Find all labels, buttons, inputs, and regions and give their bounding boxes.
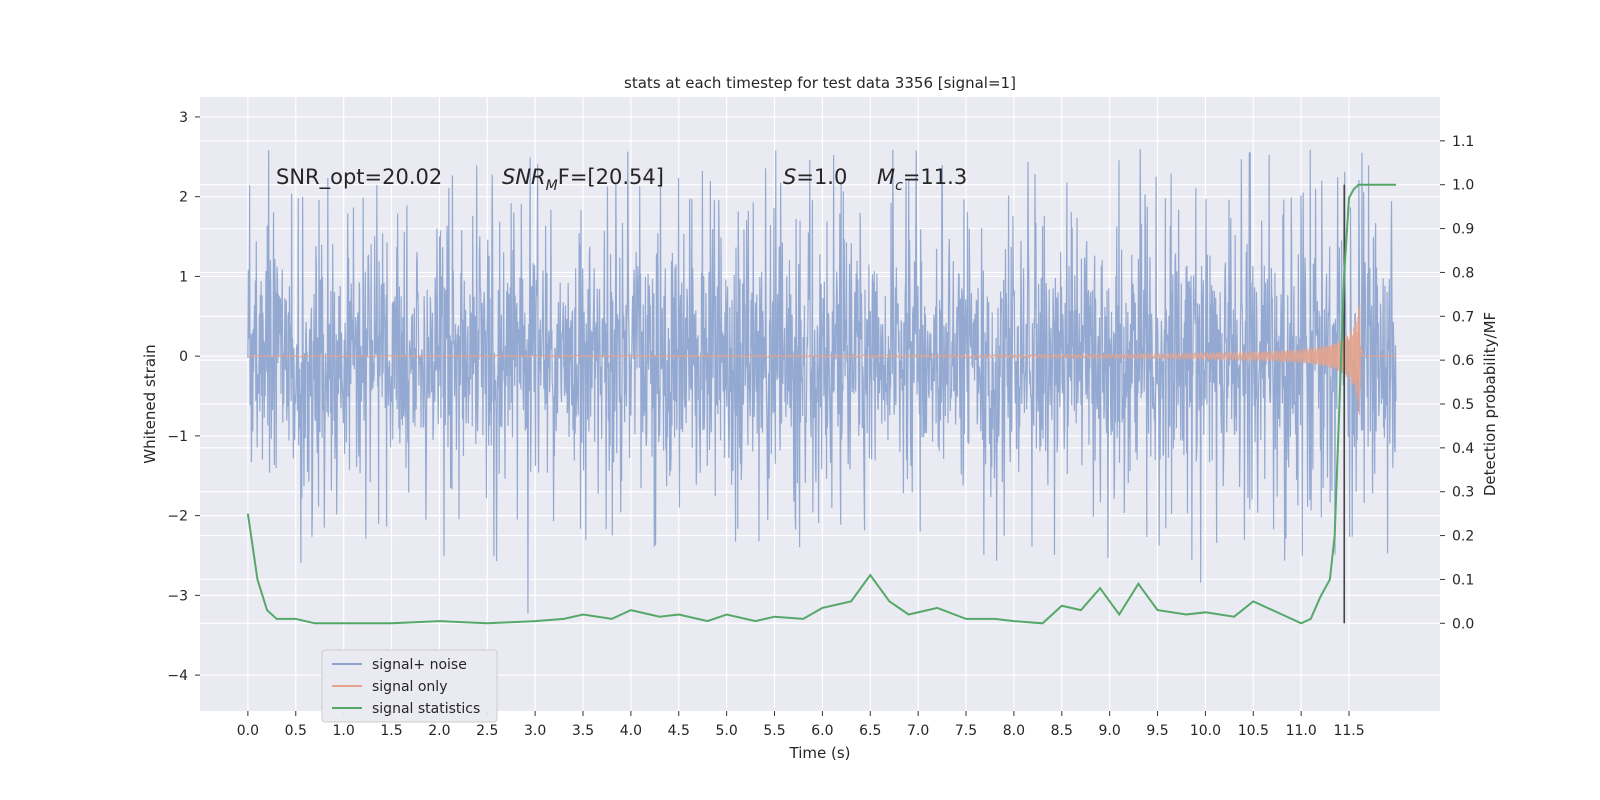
annotation-mc-sub: c	[895, 178, 903, 194]
x-tick-label: 1.5	[380, 723, 402, 739]
x-axis-label: Time (s)	[789, 744, 851, 762]
y-right-tick-label: 0.5	[1452, 397, 1474, 413]
y-tick-label: −3	[167, 588, 188, 604]
annotation-s: S=1.0	[783, 165, 847, 189]
annotation-snr-mf-rest: F=[20.54]	[558, 165, 664, 189]
y-tick-label: −1	[167, 429, 188, 445]
series-signal-statistics	[246, 183, 1396, 625]
y-right-tick-label: 1.1	[1452, 134, 1474, 150]
annotation-snr-mf-sub: M	[546, 178, 558, 194]
y-tick-label: 3	[179, 110, 188, 126]
x-tick-label: 5.5	[763, 723, 785, 739]
y-right-tick-label: 1.0	[1452, 178, 1474, 194]
x-tick-label: 2.0	[428, 723, 450, 739]
y-right-tick-label: 0.9	[1452, 222, 1474, 238]
x-tick-label: 5.0	[716, 723, 738, 739]
y-tick-label: 0	[179, 349, 188, 365]
plot-series	[246, 149, 1397, 625]
x-tick-label: 8.5	[1051, 723, 1073, 739]
y-axis-label: Whitened strain	[141, 344, 159, 463]
y-right-tick-label: 0.1	[1452, 572, 1474, 588]
x-tick-label: 6.5	[859, 723, 881, 739]
chart-title: stats at each timestep for test data 335…	[624, 74, 1016, 92]
y-right-tick-label: 0.8	[1452, 265, 1474, 281]
x-tick-label: 4.0	[620, 723, 642, 739]
y-tick-label: 2	[179, 190, 188, 206]
legend-label-signal-only: signal only	[372, 679, 447, 695]
x-tick-label: 8.0	[1003, 723, 1025, 739]
x-tick-label: 9.0	[1099, 723, 1121, 739]
y-tick-label: 1	[179, 269, 188, 285]
legend: signal+ noise signal only signal statist…	[321, 649, 498, 723]
annotation-snr-mf-main: SNR	[502, 165, 546, 189]
x-tick-label: 0.0	[237, 723, 259, 739]
x-tick-label: 4.5	[668, 723, 690, 739]
legend-label-signal-noise: signal+ noise	[372, 657, 467, 673]
x-tick-label: 7.0	[907, 723, 929, 739]
y-tick-label: −4	[167, 668, 188, 684]
y-right-tick-label: 0.3	[1452, 485, 1474, 501]
x-tick-label: 11.5	[1333, 723, 1364, 739]
x-tick-label: 3.0	[524, 723, 546, 739]
y-tick-label: −2	[167, 509, 188, 525]
x-tick-label: 9.5	[1146, 723, 1168, 739]
series-signal-noise	[247, 149, 1397, 614]
x-tick-label: 1.0	[332, 723, 354, 739]
annotation-s-label: S	[783, 165, 796, 189]
x-tick-label: 2.5	[476, 723, 498, 739]
annotation-mc-label: M	[877, 165, 895, 189]
legend-box	[321, 649, 498, 723]
x-tick-label: 11.0	[1286, 723, 1317, 739]
x-tick-label: 6.0	[811, 723, 833, 739]
series-signal-only	[247, 304, 1396, 415]
annotation-mc: Mc=11.3	[877, 165, 967, 194]
annotation-mc-value: =11.3	[903, 165, 967, 189]
x-tick-label: 10.5	[1238, 723, 1269, 739]
x-tick-label: 3.5	[572, 723, 594, 739]
x-tick-label: 0.5	[285, 723, 307, 739]
annotation-snr-opt: SNR_opt=20.02	[276, 165, 442, 190]
y-right-tick-label: 0.2	[1452, 529, 1474, 545]
axis-ticks: 0.0 0.5 1.0 1.5 2.0 2.5 3.0 3.5 4.0 4.5 5.0 5.5 6.0 6…	[167, 110, 1474, 739]
annotation-snr-mf: SNRMF=[20.54]	[502, 165, 664, 194]
x-tick-label: 7.5	[955, 723, 977, 739]
y-right-tick-label: 0.7	[1452, 309, 1474, 325]
annotation-s-value: =1.0	[796, 165, 847, 189]
y-right-tick-label: 0.0	[1452, 616, 1474, 632]
y-right-tick-label: 0.6	[1452, 353, 1474, 369]
y-right-tick-label: 0.4	[1452, 441, 1474, 457]
x-tick-label: 10.0	[1190, 723, 1221, 739]
y-axis-right-label: Detection probability/MF	[1481, 312, 1499, 496]
legend-label-signal-statistics: signal statistics	[372, 701, 480, 717]
